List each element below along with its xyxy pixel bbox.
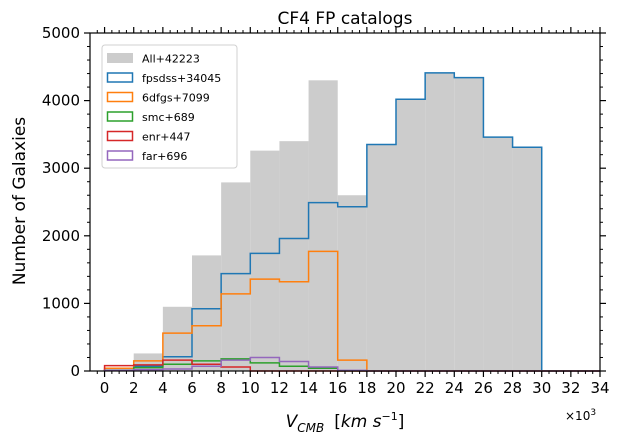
legend-swatch xyxy=(106,91,134,103)
x-tick-label: 10 xyxy=(241,379,260,397)
legend-swatch xyxy=(106,72,134,83)
x-tick-label: 2 xyxy=(129,379,139,397)
x-tick-label: 34 xyxy=(590,379,609,397)
x-scale-base: ×10 xyxy=(565,409,590,423)
legend-swatch xyxy=(106,130,134,142)
x-tick-label: 14 xyxy=(299,379,318,397)
bar-all-bin-6 xyxy=(279,141,309,371)
x-tick-label: 4 xyxy=(158,379,168,397)
x-tick-label: 30 xyxy=(532,379,551,397)
legend-item: All+42223 xyxy=(107,53,200,66)
y-tick-label: 5000 xyxy=(42,24,80,42)
y-tick-label: 3000 xyxy=(42,159,80,177)
legend-item: 6dfgs+7099 xyxy=(106,91,210,105)
step-series-1 xyxy=(103,72,600,372)
legend-swatch xyxy=(106,150,134,161)
x-axis-label: VCMB [km s−1] xyxy=(286,410,405,435)
legend: All+42223 fpsdss+34045 6dfgs+7099 smc+689 en… xyxy=(101,44,238,169)
legend-items: All+42223 fpsdss+34045 6dfgs+7099 smc+689 en… xyxy=(106,53,221,163)
x-tick-label: 32 xyxy=(561,379,580,397)
x-label-unit-open: [ xyxy=(334,412,341,432)
legend-label: enr+447 xyxy=(142,131,190,144)
bar-all-bin-8 xyxy=(337,195,367,371)
bar-all-bin-11 xyxy=(425,72,455,371)
bar-all-bin-0 xyxy=(104,367,134,371)
legend-box xyxy=(101,44,238,169)
legend-label: All+42223 xyxy=(142,53,200,66)
x-tick-label: 12 xyxy=(270,379,289,397)
x-tick-label: 16 xyxy=(328,379,347,397)
y-tick-label: 1000 xyxy=(42,294,80,312)
x-tick-label: 0 xyxy=(100,379,110,397)
bar-all-bin-13 xyxy=(483,137,513,371)
legend-swatch xyxy=(106,111,134,122)
x-tick-label: 8 xyxy=(216,379,226,397)
legend-item: smc+689 xyxy=(106,111,195,124)
bar-all-bin-5 xyxy=(250,150,280,371)
y-axis-label: Number of Galaxies xyxy=(10,117,30,285)
bar-all-bin-3 xyxy=(192,255,222,371)
x-scale-exponent: 3 xyxy=(590,408,596,418)
x-axis-scale-note: ×103 xyxy=(565,408,596,423)
bar-all-bin-12 xyxy=(454,77,484,371)
bar-all-bin-4 xyxy=(221,182,251,371)
y-tick-label: 4000 xyxy=(42,92,80,110)
bar-all-bin-10 xyxy=(396,99,426,372)
bar-all-bin-9 xyxy=(366,144,396,371)
tick-labels-layer: 0 2 4 6 8 10 12 14 16 18 20 22 24 26 28 30 32 34010002000… xyxy=(42,24,610,397)
legend-item: enr+447 xyxy=(106,130,190,144)
legend-swatch xyxy=(107,53,133,63)
x-label-subscript: CMB xyxy=(297,421,324,435)
x-label-unit-close: ] xyxy=(398,412,405,432)
chart-title: CF4 FP catalogs xyxy=(278,9,413,29)
legend-item: fpsdss+34045 xyxy=(106,72,221,85)
legend-label: far+696 xyxy=(142,150,187,163)
x-label-unit-exponent: −1 xyxy=(382,410,398,423)
x-tick-label: 28 xyxy=(503,379,522,397)
bar-all-bin-7 xyxy=(308,80,338,371)
x-tick-label: 24 xyxy=(445,379,464,397)
legend-label: fpsdss+34045 xyxy=(142,72,221,85)
legend-label: smc+689 xyxy=(142,111,195,124)
bar-all-bin-14 xyxy=(512,147,542,371)
y-tick-label: 0 xyxy=(70,362,80,380)
bar-all-bin-2 xyxy=(162,306,192,371)
x-label-unit: km s xyxy=(341,412,382,432)
axis-ticks-layer xyxy=(84,27,606,377)
x-tick-label: 6 xyxy=(187,379,197,397)
x-tick-label: 26 xyxy=(474,379,493,397)
x-label-variable: V xyxy=(286,412,299,432)
x-tick-label: 22 xyxy=(416,379,435,397)
filled-histogram-layer xyxy=(104,72,542,372)
legend-item: far+696 xyxy=(106,150,187,163)
x-tick-label: 18 xyxy=(357,379,376,397)
legend-label: 6dfgs+7099 xyxy=(142,92,210,105)
y-tick-label: 2000 xyxy=(42,227,80,245)
x-tick-label: 20 xyxy=(386,379,405,397)
